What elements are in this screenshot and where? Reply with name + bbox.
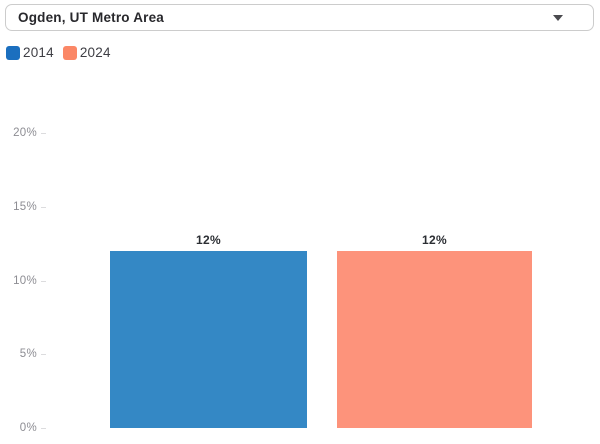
y-axis-tick-mark <box>41 280 46 282</box>
y-axis-tick-mark <box>41 354 46 356</box>
y-axis-tick-label: 10% <box>13 274 37 287</box>
y-axis-tick-label: 5% <box>19 348 37 361</box>
bar-2024[interactable] <box>337 251 532 428</box>
legend-swatch-2014 <box>6 45 20 60</box>
y-axis-tick-label: 0% <box>19 422 37 434</box>
y-axis-tick-mark <box>41 133 46 134</box>
legend-label-2024: 2024 <box>79 45 111 60</box>
y-axis-tick-mark <box>41 428 46 429</box>
chart-legend: 2014 2024 <box>6 45 111 60</box>
legend-item-2024[interactable]: 2024 <box>62 45 111 60</box>
legend-item-2014[interactable]: 2014 <box>6 45 54 60</box>
legend-swatch-2024 <box>62 45 77 60</box>
metro-area-select-value: Ogden, UT Metro Area <box>18 10 165 25</box>
y-axis-tick-label: 15% <box>13 200 37 213</box>
y-axis-tick-mark <box>41 206 46 208</box>
metro-area-select[interactable]: Ogden, UT Metro Area <box>5 4 594 31</box>
legend-label-2014: 2014 <box>23 45 54 60</box>
bar-2014[interactable] <box>110 251 307 428</box>
bar-value-label: 12% <box>422 233 447 247</box>
dropdown-caret-icon <box>553 14 563 21</box>
bar-value-label: 12% <box>196 233 221 247</box>
y-axis-tick-label: 20% <box>13 127 37 139</box>
